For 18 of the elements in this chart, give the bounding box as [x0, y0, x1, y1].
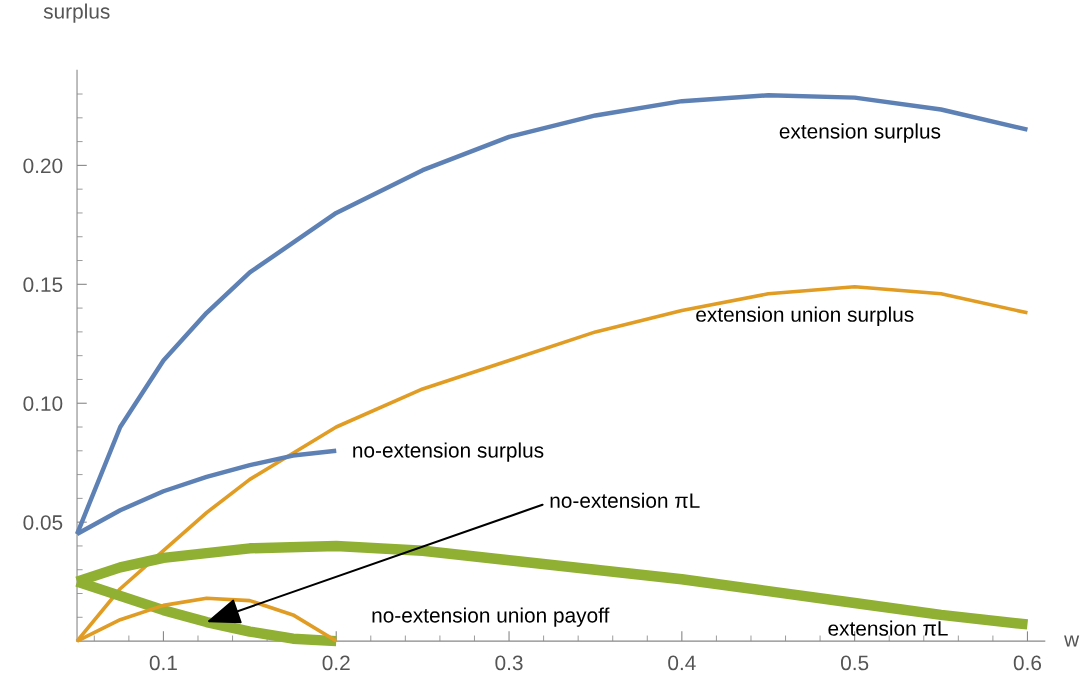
x-tick-label: 0.5 [840, 655, 869, 671]
x-tick-label: 0.3 [495, 655, 523, 671]
x-axis-title: w [1064, 635, 1080, 647]
series-label: extension surplus [779, 123, 941, 143]
x-tick-label: 0.6 [1013, 655, 1042, 671]
y-tick-label: 0.15 [23, 277, 63, 293]
series-label: no-extension union payoff [372, 607, 610, 627]
series-label: extension πL [828, 620, 948, 636]
y-axis-title: surplus [43, 3, 110, 23]
y-tick-label: 0.05 [23, 515, 63, 530]
text: no-extension πL [550, 492, 700, 508]
x-tick-label: 0.1 [149, 655, 177, 671]
series-label: extension union surplus [696, 306, 914, 326]
x-tick-label: 0.4 [668, 655, 696, 671]
series-label: no-extension surplus [353, 442, 544, 462]
y-tick-label: 0.20 [23, 158, 63, 174]
y-tick-label: 0.10 [23, 396, 63, 411]
x-tick-label: 0.2 [322, 655, 350, 671]
